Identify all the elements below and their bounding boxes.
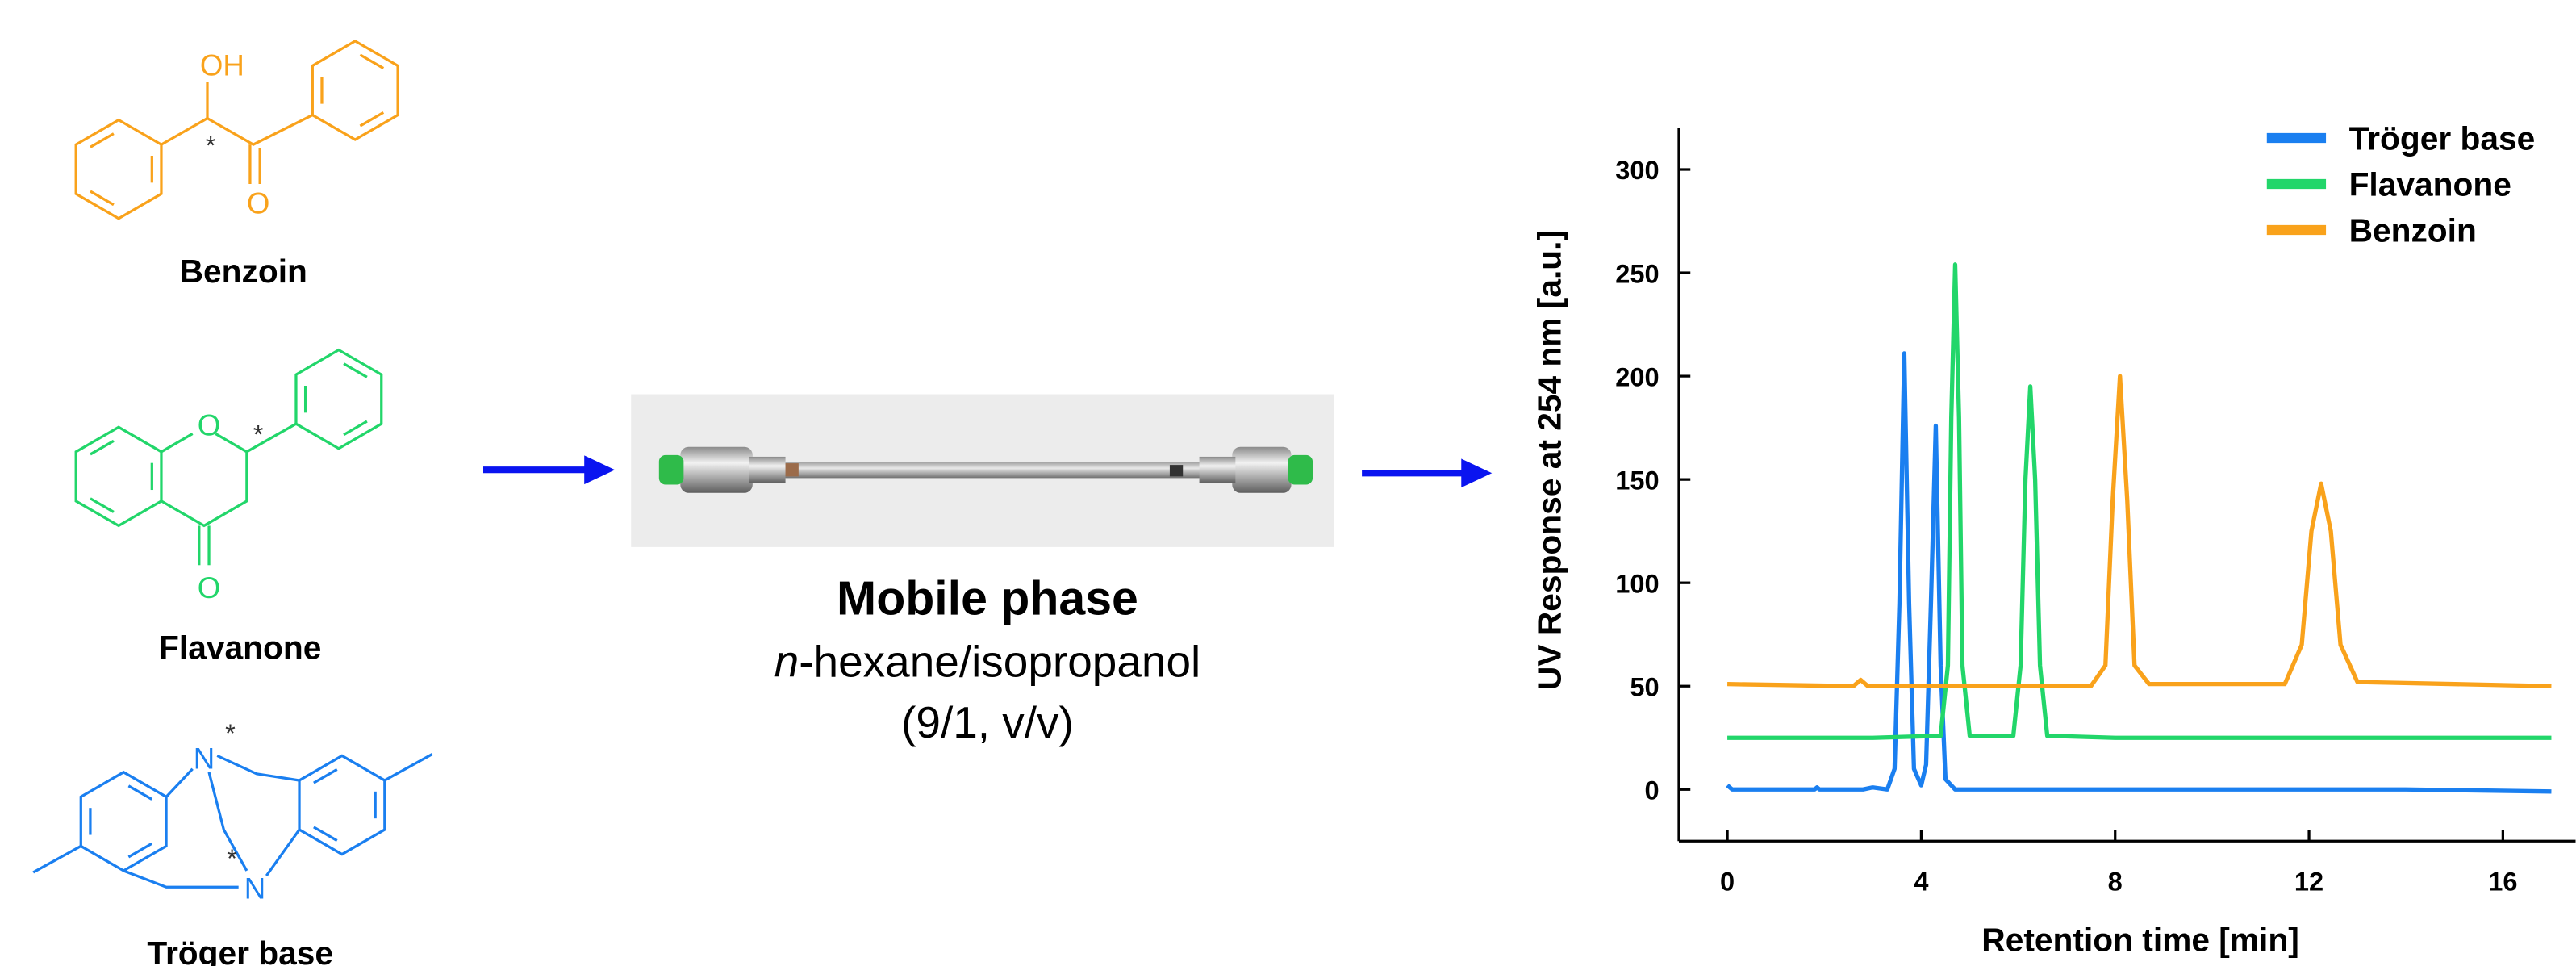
bond — [161, 433, 194, 454]
stereo-star: * — [227, 844, 237, 873]
bond — [265, 829, 301, 876]
ring — [79, 770, 168, 872]
bond — [123, 869, 239, 889]
fitting — [680, 446, 753, 493]
arrows — [482, 455, 1493, 488]
column-tube — [747, 462, 1234, 479]
bond — [161, 433, 248, 528]
solvent-name: -hexane/isopropanol — [799, 637, 1200, 687]
y-tick-label: 50 — [1630, 672, 1659, 701]
double-bond — [90, 132, 115, 148]
x-tick-label: 4 — [1914, 867, 1928, 896]
fitting — [749, 456, 786, 483]
legend-label: Benzoin — [2349, 211, 2477, 249]
bond — [161, 114, 314, 146]
legend-label: Tröger base — [2349, 119, 2536, 157]
double-bond — [313, 768, 338, 784]
ring — [294, 348, 383, 450]
atom-label: OH — [200, 49, 244, 82]
double-bond — [90, 190, 115, 207]
double-bond — [90, 439, 115, 456]
double-bond — [90, 497, 115, 513]
y-tick-label: 250 — [1615, 259, 1659, 288]
double-bond — [343, 420, 368, 437]
y-axis-label: UV Response at 254 nm [a.u.] — [1530, 230, 1568, 690]
molecules — [32, 40, 433, 889]
molecule-name: Benzoin — [180, 253, 307, 290]
double-bond — [313, 826, 338, 842]
bond — [384, 752, 433, 782]
x-tick-label: 0 — [1720, 867, 1735, 896]
atom-label: O — [198, 408, 220, 441]
column-photo — [631, 394, 1334, 547]
mobile-phase-solvent: n-hexane/isopropanol — [774, 637, 1201, 687]
molecule-name: Flavanone — [159, 629, 321, 666]
cap — [1288, 454, 1313, 485]
bond — [207, 772, 248, 872]
mobile-phase-ratio: (9/1, v/v) — [901, 697, 1074, 747]
bond — [216, 754, 300, 782]
molecule-name: Tröger base — [147, 935, 333, 966]
fitting — [1232, 446, 1292, 493]
ring — [298, 754, 386, 856]
ring — [311, 40, 399, 141]
double-bond — [127, 842, 153, 859]
fitting — [1199, 456, 1236, 483]
arrow-head — [1461, 458, 1493, 488]
series-line — [1726, 351, 2552, 794]
solvent-prefix: n — [774, 637, 800, 687]
atom-label: N — [244, 872, 265, 905]
atom-label: N — [194, 742, 215, 776]
legend-label: Flavanone — [2349, 165, 2511, 203]
y-tick-label: 300 — [1615, 156, 1659, 185]
y-tick-label: 150 — [1615, 466, 1659, 495]
double-bond — [343, 362, 368, 378]
cap — [658, 454, 684, 485]
bond — [165, 767, 194, 798]
x-tick-label: 8 — [2108, 867, 2123, 896]
x-tick-label: 12 — [2294, 867, 2323, 896]
atom-labels: OH * O O * O N * N * — [194, 49, 270, 905]
ring — [785, 463, 799, 477]
ring — [1169, 465, 1184, 477]
ring — [74, 118, 163, 220]
y-tick-label: 100 — [1615, 569, 1659, 598]
stereo-star: * — [206, 131, 216, 160]
atom-label: O — [247, 187, 270, 220]
stereo-star: * — [225, 719, 236, 748]
arrow-head — [584, 455, 616, 485]
molecule-names: Benzoin Flavanone Tröger base — [147, 253, 333, 966]
x-tick-label: 16 — [2488, 867, 2517, 896]
y-tick-label: 200 — [1615, 362, 1659, 391]
bond — [32, 844, 82, 874]
atom-label: O — [198, 571, 220, 604]
double-bond — [359, 111, 385, 128]
series-line — [1727, 374, 2552, 688]
y-tick-label: 0 — [1644, 776, 1659, 805]
bond — [246, 422, 297, 454]
chart: Retention time [min] UV Response at 254 … — [1530, 119, 2576, 959]
series-line — [1727, 262, 2552, 740]
stereo-star: * — [253, 420, 264, 450]
double-bond — [127, 784, 153, 801]
x-axis-label: Retention time [min] — [1981, 922, 2298, 959]
double-bond — [359, 53, 385, 69]
mobile-phase-title: Mobile phase — [837, 571, 1138, 625]
ring — [74, 425, 163, 528]
